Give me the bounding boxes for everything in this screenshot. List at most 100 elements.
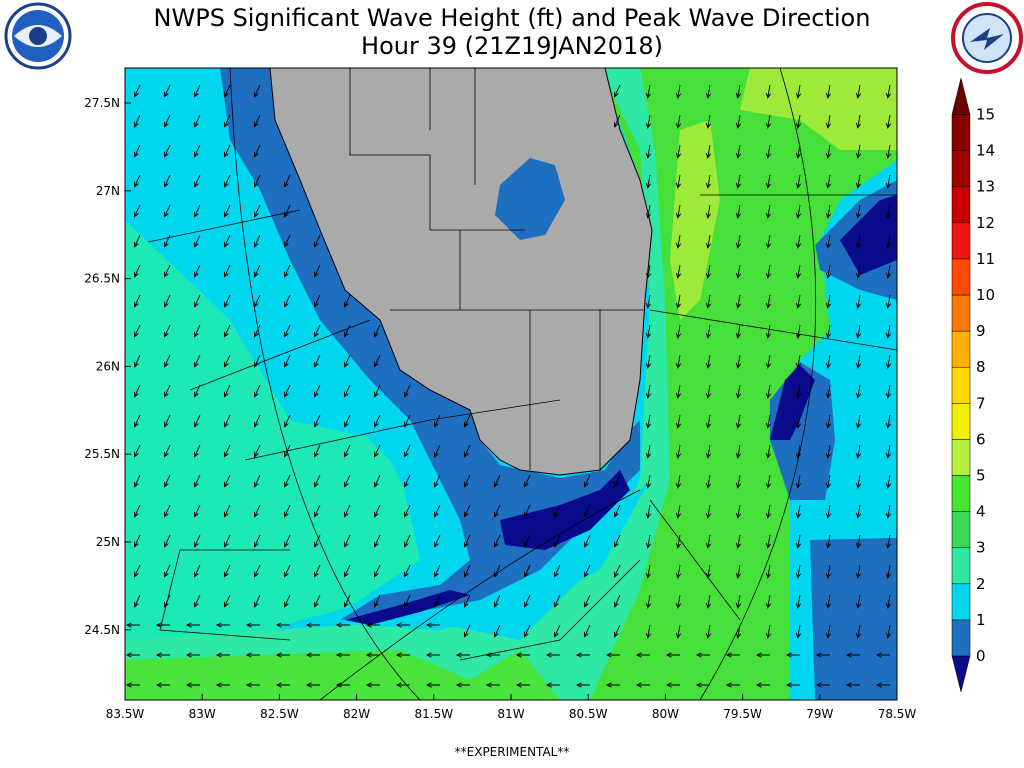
wave-arrow [193, 354, 201, 368]
wave-arrow [735, 504, 742, 519]
wave-arrow [675, 264, 682, 279]
wave-arrow [125, 652, 140, 658]
wave-arrow [493, 624, 501, 638]
wave-arrow [675, 414, 682, 429]
wave-arrow [583, 594, 591, 608]
wave-arrow [283, 594, 291, 608]
wave-arrow [133, 534, 141, 548]
wave-arrow [133, 564, 141, 578]
wave-arrow [675, 174, 682, 189]
wave-arrow [855, 564, 862, 579]
wave-arrow [815, 652, 830, 658]
wave-arrow [675, 594, 682, 609]
wave-arrow [193, 204, 201, 218]
wave-arrow [705, 384, 712, 399]
wave-arrow [463, 474, 471, 488]
wave-arrow [313, 564, 321, 578]
wave-arrow [795, 264, 802, 279]
wave-arrow [825, 264, 832, 279]
wave-arrow [185, 622, 200, 628]
wave-arrow [635, 652, 650, 658]
colorbar-segment [951, 619, 971, 657]
wave-arrow [735, 324, 742, 339]
title: NWPS Significant Wave Height (ft) and Pe… [154, 4, 871, 32]
wave-arrow [885, 354, 892, 369]
colorbar-segment [951, 258, 971, 296]
wave-arrow [705, 84, 712, 99]
wave-arrow [795, 114, 802, 129]
wave-arrow [825, 204, 832, 219]
wave-arrow [275, 682, 290, 688]
wave-arrow [795, 234, 802, 249]
wave-arrow [765, 324, 772, 339]
wave-arrow [825, 174, 832, 189]
wave-arrow [645, 144, 652, 159]
wave-arrow [223, 264, 231, 278]
wave-arrow [305, 652, 320, 658]
wave-arrow [855, 174, 862, 189]
map [125, 68, 897, 700]
wave-arrow [825, 84, 832, 99]
wave-arrow [765, 174, 772, 189]
wave-arrow [583, 474, 591, 488]
wave-arrow [253, 354, 261, 368]
wave-arrow [645, 354, 652, 369]
wave-arrow [463, 504, 471, 518]
wave-arrow [613, 114, 621, 128]
wave-arrow [313, 444, 321, 458]
wave-arrow [735, 444, 742, 459]
wave-arrow [343, 534, 351, 548]
wave-arrow [705, 414, 712, 429]
wave-arrow [403, 414, 411, 428]
wave-arrow [313, 264, 321, 278]
wave-arrow [425, 682, 440, 688]
wave-arrow [735, 114, 742, 129]
wave-arrow [283, 444, 291, 458]
wave-arrow [133, 504, 141, 518]
wave-arrow [795, 294, 802, 309]
wave-arrow [675, 114, 682, 129]
wave-arrow [855, 624, 862, 639]
colorbar-label: 6 [976, 430, 986, 448]
wave-arrow [765, 414, 772, 429]
colorbar-high [951, 77, 971, 115]
wave-arrow [253, 234, 261, 248]
wave-arrow [343, 354, 351, 368]
subtitle: Hour 39 (21Z19JAN2018) [361, 32, 663, 60]
wave-arrow [133, 114, 141, 128]
wave-arrow [133, 354, 141, 368]
wave-arrow [825, 384, 832, 399]
colorbar-label: 9 [976, 322, 986, 340]
lon-label: 80W [652, 707, 679, 721]
wave-arrow [855, 534, 862, 549]
wave-arrow [193, 264, 201, 278]
wave-arrow [223, 474, 231, 488]
wave-arrow [855, 264, 862, 279]
wave-arrow [785, 682, 800, 688]
wave-arrow [193, 444, 201, 458]
wave-arrow [193, 294, 201, 308]
colorbar-segment [951, 403, 971, 440]
wave-arrow [335, 622, 350, 628]
wave-arrow [825, 444, 832, 459]
wave-arrow [155, 682, 170, 688]
wave-arrow [675, 324, 682, 339]
wave-arrow [223, 414, 231, 428]
wave-arrow [125, 622, 140, 628]
wave-arrow [705, 294, 712, 309]
wave-arrow [825, 354, 832, 369]
wave-arrow [223, 564, 231, 578]
wave-arrow [313, 474, 321, 488]
wave-arrow [193, 594, 201, 608]
colorbar-label: 10 [976, 286, 995, 304]
wave-arrow [253, 564, 261, 578]
wave-arrow [765, 384, 772, 399]
wave-arrow [343, 564, 351, 578]
wave-arrow [765, 444, 772, 459]
lon-label: 82W [343, 707, 370, 721]
wave-arrow [523, 504, 531, 518]
wave-arrow [133, 144, 141, 158]
wave-arrow [575, 652, 590, 658]
wave-arrow [795, 384, 802, 399]
